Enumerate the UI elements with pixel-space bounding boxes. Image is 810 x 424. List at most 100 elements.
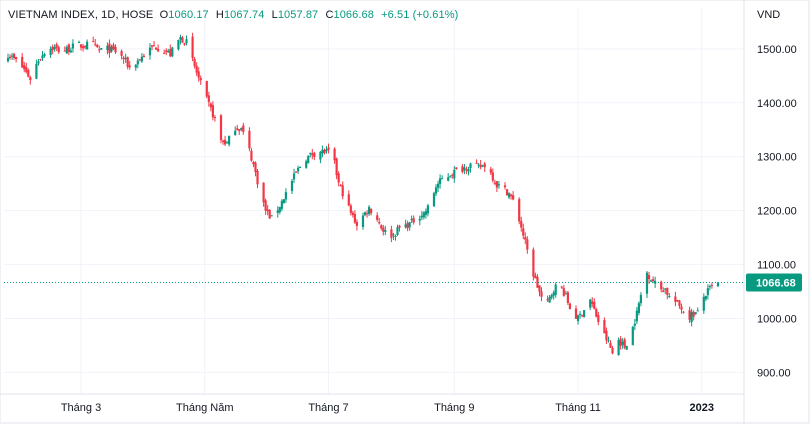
candle-body bbox=[120, 51, 123, 56]
candle-body bbox=[406, 223, 409, 229]
candle-body bbox=[341, 185, 344, 197]
candle-body bbox=[702, 296, 705, 311]
candle-body bbox=[617, 340, 620, 356]
candle-body bbox=[522, 228, 525, 236]
candle-body bbox=[668, 296, 671, 298]
candle-body bbox=[98, 49, 101, 51]
high-key: H bbox=[215, 9, 224, 21]
candle-body bbox=[333, 148, 336, 161]
candle-body bbox=[152, 45, 156, 47]
candle-body bbox=[546, 299, 549, 301]
candle-body bbox=[382, 227, 385, 232]
candle-body bbox=[6, 58, 10, 62]
candle-body bbox=[67, 44, 70, 53]
candle-body bbox=[313, 152, 316, 158]
candle-body bbox=[157, 49, 160, 52]
candle-body bbox=[25, 67, 28, 72]
candle-body bbox=[680, 306, 683, 310]
candle-body bbox=[276, 210, 279, 213]
candle-body bbox=[497, 184, 501, 186]
candle-body bbox=[211, 105, 214, 118]
candle-body bbox=[191, 36, 194, 59]
candle-body bbox=[96, 44, 99, 47]
candle-body bbox=[195, 65, 198, 73]
candle-body bbox=[29, 77, 32, 81]
candle-body bbox=[682, 311, 685, 313]
high-value: 1067.74 bbox=[223, 9, 265, 21]
candle-body bbox=[185, 39, 188, 44]
candle-body bbox=[41, 55, 44, 59]
candle-body bbox=[37, 61, 40, 64]
candle-body bbox=[526, 239, 529, 250]
candle-body bbox=[183, 43, 186, 45]
candle-body bbox=[704, 296, 707, 300]
y-tick-label: 1000.00 bbox=[757, 314, 797, 326]
candle-body bbox=[580, 315, 584, 317]
candle-body bbox=[282, 199, 285, 204]
candle-body bbox=[676, 300, 679, 302]
candle-body bbox=[254, 162, 257, 172]
candle-body bbox=[55, 44, 58, 48]
candle-body bbox=[455, 167, 458, 169]
candle-body bbox=[576, 315, 580, 322]
candle-body bbox=[248, 130, 251, 149]
candle-body bbox=[392, 234, 395, 236]
candle-body bbox=[649, 280, 653, 282]
candle-body bbox=[708, 286, 711, 288]
candle-body bbox=[86, 41, 89, 50]
candle-body bbox=[507, 193, 511, 198]
candle-body bbox=[284, 192, 288, 200]
candle-body bbox=[438, 178, 442, 184]
candle-body bbox=[690, 311, 693, 323]
candle-body bbox=[434, 187, 438, 194]
candle-body bbox=[607, 340, 610, 342]
candle-body bbox=[534, 275, 537, 279]
change-value: +6.51 (+0.61%) bbox=[381, 9, 459, 21]
candle-body bbox=[477, 164, 480, 166]
candle-body bbox=[94, 43, 97, 45]
candle-body bbox=[512, 195, 515, 200]
candle-body bbox=[603, 320, 606, 334]
y-tick-label: 1500.00 bbox=[757, 44, 797, 56]
candle-body bbox=[548, 297, 551, 303]
candle-body bbox=[426, 205, 430, 214]
candle-body bbox=[207, 95, 210, 102]
candle-body bbox=[412, 218, 415, 223]
candle-body bbox=[325, 149, 328, 152]
candle-body bbox=[10, 55, 14, 57]
candle-body bbox=[475, 162, 478, 164]
candle-body bbox=[651, 279, 655, 282]
candle-body bbox=[23, 65, 26, 70]
candle-body bbox=[69, 50, 72, 53]
candle-body bbox=[441, 178, 444, 180]
candle-body bbox=[321, 149, 324, 154]
candle-body bbox=[236, 128, 239, 130]
candle-body bbox=[294, 171, 298, 173]
candle-body bbox=[126, 57, 129, 67]
candle-body bbox=[165, 50, 168, 52]
candle-body bbox=[266, 209, 269, 212]
candle-body bbox=[370, 208, 373, 214]
candle-body bbox=[228, 136, 231, 145]
candle-body bbox=[465, 169, 468, 171]
candle-body bbox=[623, 339, 626, 348]
candle-body bbox=[678, 300, 681, 306]
low-value: 1057.87 bbox=[277, 9, 319, 21]
candle-body bbox=[384, 230, 387, 232]
candle-body bbox=[447, 177, 450, 181]
candle-body bbox=[692, 311, 695, 317]
candle-body bbox=[404, 224, 407, 228]
candle-body bbox=[633, 323, 636, 326]
candle-body bbox=[367, 206, 371, 215]
candle-body bbox=[323, 149, 326, 154]
candle-body bbox=[489, 169, 492, 173]
candle-body bbox=[140, 56, 143, 62]
y-tick-label: 1100.00 bbox=[757, 260, 796, 272]
x-tick-label: Tháng Năm bbox=[176, 402, 233, 414]
last-price-tag bbox=[746, 273, 802, 292]
candle-body bbox=[83, 46, 87, 48]
candle-body bbox=[264, 200, 267, 211]
candle-body bbox=[106, 45, 109, 51]
